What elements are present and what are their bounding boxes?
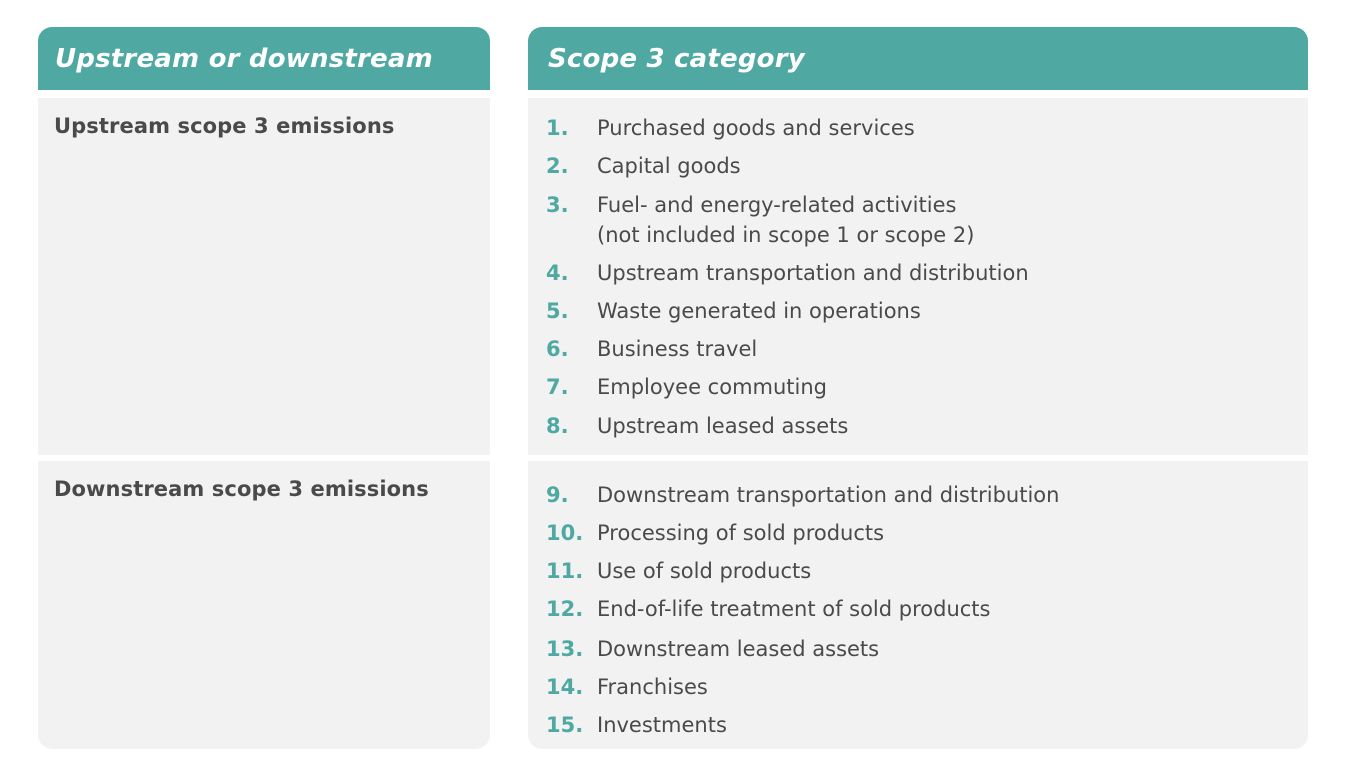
item-number: 3. (546, 193, 569, 217)
item-text: End-of-life treatment of sold products (597, 597, 991, 621)
downstream-categories-cell: 9. Downstream transportation and distrib… (528, 461, 1308, 749)
list-item: 5. Waste generated in operations (528, 296, 1308, 326)
item-text: Investments (597, 713, 727, 737)
list-item: 14. Franchises (528, 672, 1308, 702)
item-text: Upstream transportation and distribution (597, 261, 1029, 285)
item-text: Processing of sold products (597, 521, 885, 545)
downstream-group-label: Downstream scope 3 emissions (54, 477, 429, 501)
item-text: Downstream leased assets (597, 637, 880, 661)
downstream-label-cell: Downstream scope 3 emissions (38, 461, 490, 749)
list-item: 2. Capital goods (528, 151, 1308, 181)
item-number: 7. (546, 375, 569, 399)
list-item: 1. Purchased goods and services (528, 113, 1308, 143)
list-item: 13. Downstream leased assets (528, 634, 1308, 664)
item-text: Fuel- and energy-related activities (597, 193, 957, 217)
upstream-downstream-column: Upstream or downstream Upstream scope 3 … (38, 27, 490, 749)
item-text: Downstream transportation and distributi… (597, 483, 1060, 507)
item-number: 1. (546, 116, 569, 140)
item-text: Purchased goods and services (597, 116, 915, 140)
list-item: 15. Investments (528, 710, 1308, 740)
item-text: Franchises (597, 675, 708, 699)
item-text: Upstream leased assets (597, 414, 849, 438)
list-item: 6. Business travel (528, 334, 1308, 364)
item-number: 14. (546, 675, 584, 699)
upstream-group-label: Upstream scope 3 emissions (54, 114, 395, 138)
item-number: 4. (546, 261, 569, 285)
item-number: 12. (546, 597, 584, 621)
item-text: Capital goods (597, 154, 741, 178)
item-text: Use of sold products (597, 559, 812, 583)
list-item: 10. Processing of sold products (528, 518, 1308, 548)
item-number: 11. (546, 559, 584, 583)
item-number: 10. (546, 521, 584, 545)
item-text: Business travel (597, 337, 758, 361)
item-number: 8. (546, 414, 569, 438)
item-number: 6. (546, 337, 569, 361)
scope3-category-header: Scope 3 category (528, 27, 1308, 90)
item-text-line2: (not included in scope 1 or scope 2) (597, 223, 975, 247)
item-number: 9. (546, 483, 569, 507)
list-item: 9. Downstream transportation and distrib… (528, 480, 1308, 510)
list-item: 11. Use of sold products (528, 556, 1308, 586)
upstream-downstream-header: Upstream or downstream (38, 27, 490, 90)
list-item: 4. Upstream transportation and distribut… (528, 258, 1308, 288)
item-number: 5. (546, 299, 569, 323)
item-text: Employee commuting (597, 375, 828, 399)
list-item: 12. End-of-life treatment of sold produc… (528, 594, 1308, 624)
list-item: 7. Employee commuting (528, 372, 1308, 402)
upstream-categories-cell: 1. Purchased goods and services 2. Capit… (528, 98, 1308, 455)
item-number: 13. (546, 637, 584, 661)
upstream-label-cell: Upstream scope 3 emissions (38, 98, 490, 455)
list-item: 8. Upstream leased assets (528, 411, 1308, 441)
item-number: 15. (546, 713, 584, 737)
item-number: 2. (546, 154, 569, 178)
scope3-category-column: Scope 3 category 1. Purchased goods and … (528, 27, 1308, 749)
list-item: 3. Fuel- and energy-related activities (… (528, 190, 1308, 250)
item-text: Waste generated in operations (597, 299, 921, 323)
